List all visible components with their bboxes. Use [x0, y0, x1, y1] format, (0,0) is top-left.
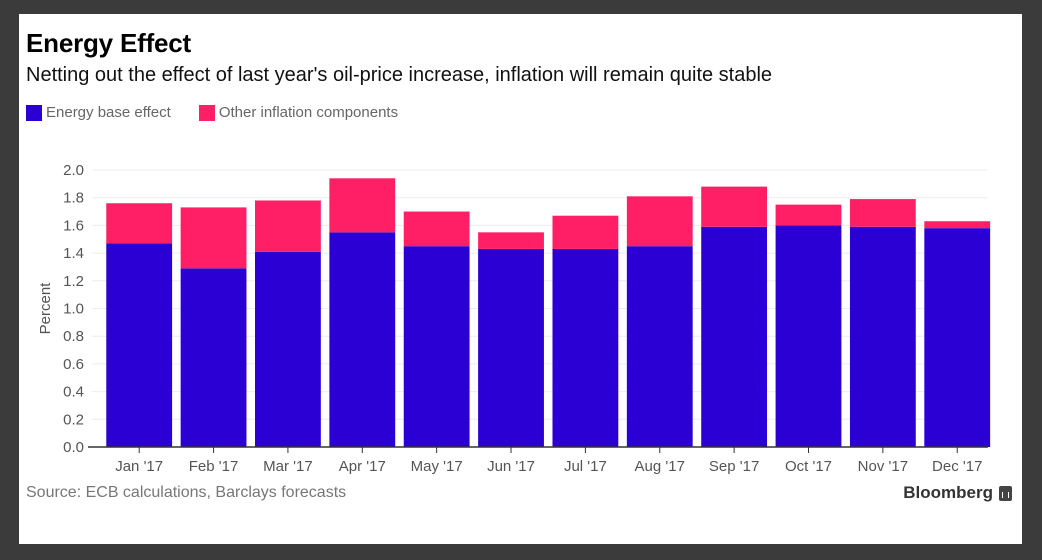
legend-label-energy: Energy base effect [46, 104, 171, 121]
x-tick-label: Sep '17 [709, 458, 759, 475]
chart-title: Energy Effect [26, 28, 192, 58]
bar-other-inflation [626, 196, 693, 247]
bar-energy-base-effect [180, 268, 247, 447]
x-tick-label: Feb '17 [189, 458, 239, 475]
bar-energy-base-effect [626, 246, 693, 447]
legend-label-other: Other inflation components [218, 104, 399, 121]
bar-other-inflation [775, 204, 842, 226]
bar-other-inflation [255, 200, 321, 252]
x-tick-label: May '17 [411, 458, 463, 475]
y-tick-label: 0.2 [63, 411, 84, 428]
y-tick-label: 1.4 [63, 245, 84, 262]
bar-energy-base-effect [106, 243, 173, 447]
bar-energy-base-effect [255, 251, 321, 447]
bar-energy-base-effect [849, 226, 916, 447]
x-tick-label: Nov '17 [858, 458, 908, 475]
y-tick-label: 0.6 [63, 356, 84, 373]
bar-other-inflation [329, 178, 396, 233]
chart-subtitle: Netting out the effect of last year's oi… [26, 64, 773, 86]
y-tick-label: 1.0 [63, 301, 84, 318]
y-tick-label: 0.4 [63, 384, 84, 401]
y-tick-label: 1.6 [63, 217, 84, 234]
bar-other-inflation [478, 232, 544, 249]
bar-other-inflation [849, 199, 916, 227]
y-tick-label: 1.2 [63, 273, 84, 290]
bar-energy-base-effect [329, 232, 396, 447]
bar-energy-base-effect [478, 248, 544, 447]
y-axis-label: Percent [37, 282, 54, 335]
bar-other-inflation [701, 186, 768, 227]
source-note: Source: ECB calculations, Barclays forec… [26, 484, 347, 501]
x-tick-label: Mar '17 [263, 458, 313, 475]
bar-energy-base-effect [924, 228, 991, 447]
bar-other-inflation [180, 207, 247, 269]
x-tick-label: Aug '17 [635, 458, 685, 475]
bar-other-inflation [552, 215, 619, 249]
x-tick-label: Dec '17 [932, 458, 982, 475]
bar-energy-base-effect [701, 226, 768, 447]
legend-swatch-energy [26, 104, 42, 121]
legend-item-energy: Energy base effect [26, 104, 171, 121]
x-tick-label: Jul '17 [564, 458, 607, 475]
legend: Energy base effect Other inflation compo… [26, 104, 426, 121]
y-tick-label: 0.8 [63, 328, 84, 345]
bar-other-inflation [106, 203, 173, 244]
bar-energy-base-effect [775, 225, 842, 447]
bar-other-inflation [924, 221, 991, 229]
y-tick-label: 1.8 [63, 190, 84, 207]
x-tick-label: Oct '17 [785, 458, 832, 475]
brand-logo: Bloomberg [903, 483, 1012, 503]
legend-item-other: Other inflation components [198, 104, 399, 121]
x-tick-label: Jan '17 [115, 458, 163, 475]
y-tick-label: 0.0 [63, 439, 84, 456]
bar-other-inflation [403, 211, 470, 247]
legend-swatch-other [198, 104, 215, 121]
bar-energy-base-effect [552, 248, 619, 447]
x-tick-label: Jun '17 [487, 458, 535, 475]
bloomberg-chart-icon [999, 485, 1012, 501]
y-tick-label: 2.0 [63, 162, 84, 179]
bar-energy-base-effect [403, 246, 470, 447]
x-tick-label: Apr '17 [339, 458, 386, 475]
brand-name: Bloomberg [903, 483, 993, 502]
